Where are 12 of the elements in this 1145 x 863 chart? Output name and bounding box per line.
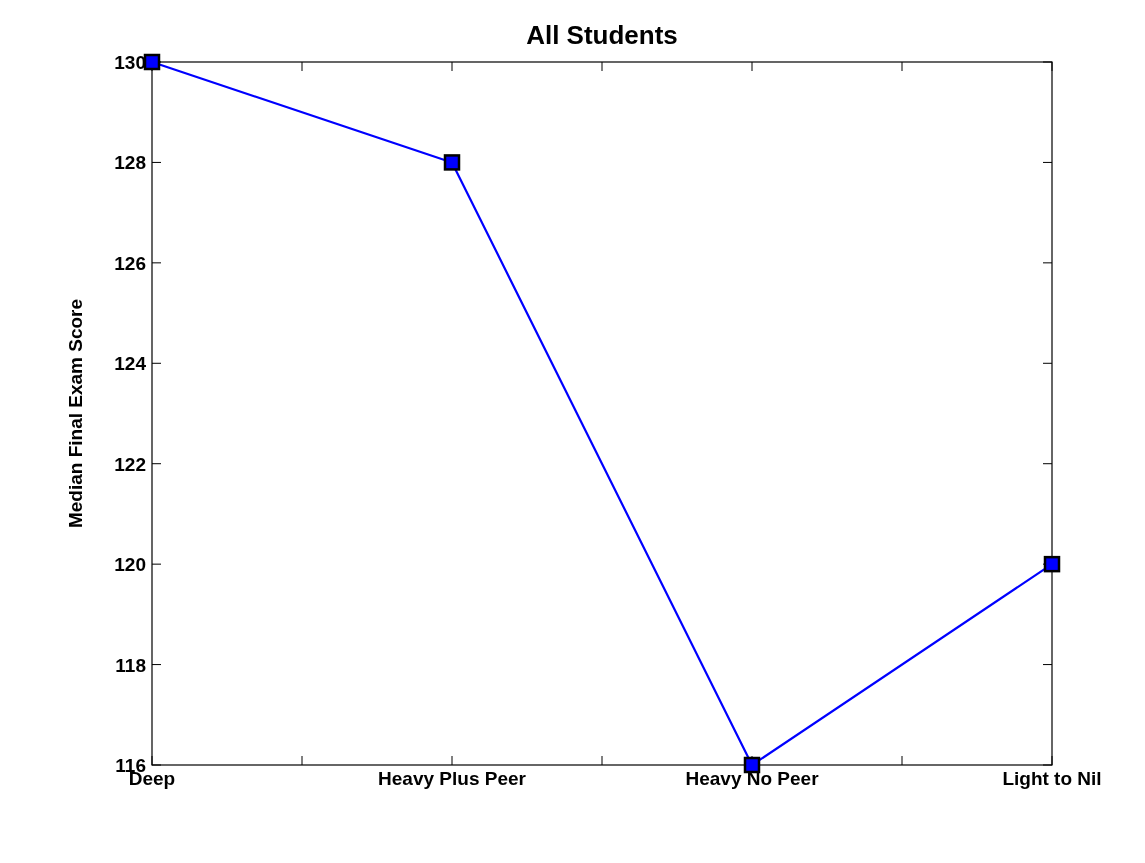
y-tick-label: 122 [114,453,146,475]
y-tick-label: 118 [115,654,146,676]
x-tick-label: Heavy No Peer [685,768,820,789]
y-tick-label: 130 [114,52,146,73]
y-tick-label: 126 [114,252,146,274]
x-tick-label: Heavy Plus Peer [378,768,527,789]
y-axis-title: Median Final Exam Score [65,298,86,529]
y-tick-label: 120 [114,554,146,576]
x-tick-label: Light to Nil [1002,768,1102,789]
y-tick-label: 124 [114,353,147,375]
chart-title: All Students [526,20,678,50]
y-tick-label: 128 [114,152,146,174]
